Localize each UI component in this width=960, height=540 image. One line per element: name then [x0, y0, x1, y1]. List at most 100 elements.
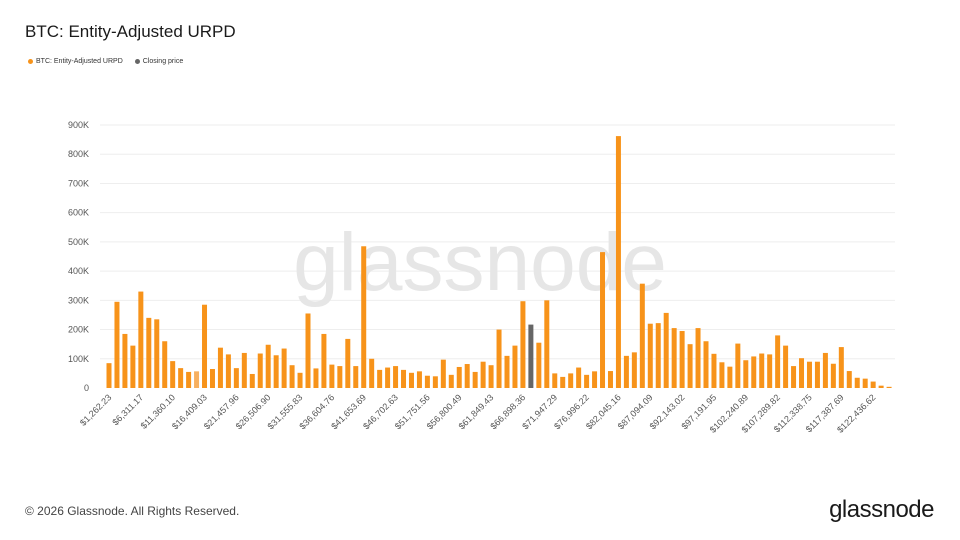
bar	[870, 381, 876, 388]
bar	[615, 136, 621, 388]
bar	[862, 378, 868, 388]
bar	[584, 374, 590, 388]
bar	[138, 291, 144, 388]
legend-label: BTC: Entity-Adjusted URPD	[36, 58, 123, 65]
bar	[600, 252, 606, 388]
bar	[464, 364, 470, 388]
bar	[751, 356, 757, 388]
bar	[536, 342, 542, 388]
bar	[846, 371, 852, 388]
bar	[337, 366, 343, 388]
chart-title: BTC: Entity-Adjusted URPD	[25, 22, 236, 41]
bar	[687, 344, 693, 388]
bar	[456, 366, 462, 388]
bar	[186, 371, 192, 388]
bar	[623, 355, 629, 388]
bar	[424, 375, 430, 388]
bar	[416, 371, 422, 388]
bar	[735, 343, 741, 388]
bar	[759, 353, 765, 388]
bar	[361, 246, 367, 388]
bar	[854, 377, 860, 388]
bar	[194, 371, 200, 388]
y-tick-label: 300K	[68, 295, 89, 305]
glassnode-logo: glassnode	[829, 496, 934, 523]
bar	[703, 341, 709, 388]
bar	[783, 345, 789, 388]
bar	[695, 328, 701, 388]
bar	[233, 368, 239, 388]
y-tick-label: 500K	[68, 237, 89, 247]
bar	[727, 366, 733, 388]
bar	[711, 353, 717, 388]
bar	[814, 361, 820, 388]
bar	[114, 301, 120, 388]
bar	[647, 323, 653, 388]
bar	[806, 361, 812, 388]
bar	[679, 331, 685, 388]
bar	[822, 352, 828, 388]
bar	[305, 313, 311, 388]
y-tick-label: 600K	[68, 208, 89, 218]
bar	[401, 369, 407, 388]
bar	[249, 373, 255, 388]
bar	[217, 347, 223, 388]
bar	[257, 353, 263, 388]
bar	[313, 368, 319, 388]
bar	[130, 345, 136, 388]
bar	[225, 354, 231, 388]
bar	[791, 366, 797, 388]
bar	[472, 371, 478, 388]
legend-item-urpd[interactable]: BTC: Entity-Adjusted URPD	[28, 58, 123, 65]
y-tick-label: 100K	[68, 354, 89, 364]
legend: BTC: Entity-Adjusted URPD Closing price	[28, 58, 183, 65]
legend-item-closing-price[interactable]: Closing price	[134, 58, 184, 65]
y-tick-label: 400K	[68, 266, 89, 276]
bar	[838, 347, 844, 388]
y-tick-label: 200K	[68, 325, 89, 335]
bar	[408, 372, 414, 388]
bar	[321, 333, 327, 388]
bar	[480, 361, 486, 388]
bar	[353, 366, 359, 388]
bar	[663, 312, 669, 388]
bar	[297, 372, 303, 388]
bar	[544, 300, 550, 388]
bar	[369, 358, 375, 388]
bar	[202, 304, 208, 388]
bar	[393, 366, 399, 388]
bar	[377, 369, 383, 388]
bar	[631, 352, 637, 388]
bar	[170, 361, 176, 388]
copyright: © 2026 Glassnode. All Rights Reserved.	[25, 504, 240, 518]
bar	[639, 283, 645, 388]
bar	[504, 355, 510, 388]
bar	[655, 323, 661, 388]
x-tick-label: $1,262.23	[78, 392, 113, 427]
bar	[878, 385, 884, 388]
bar	[106, 363, 112, 388]
bar	[719, 362, 725, 388]
bar	[560, 376, 566, 388]
bar	[607, 371, 613, 388]
bar	[568, 373, 574, 388]
bar	[154, 319, 160, 388]
bar	[520, 301, 526, 388]
bar	[830, 363, 836, 388]
bar	[162, 341, 168, 388]
bar	[743, 360, 749, 388]
legend-label: Closing price	[142, 58, 184, 65]
bar	[385, 367, 391, 388]
bar	[440, 359, 446, 388]
y-tick-label: 800K	[68, 149, 89, 159]
bar	[671, 328, 677, 388]
bar	[329, 364, 335, 388]
legend-dot-icon	[28, 58, 33, 64]
bar	[281, 348, 287, 388]
bar	[432, 376, 438, 388]
bar	[345, 338, 351, 388]
bar	[512, 345, 518, 388]
bar	[488, 365, 494, 388]
